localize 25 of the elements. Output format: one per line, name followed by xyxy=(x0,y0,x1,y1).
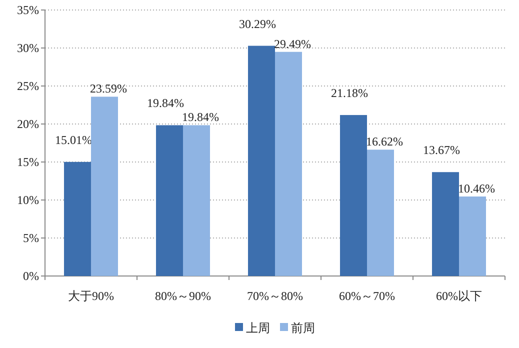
ytick: 35% xyxy=(17,3,39,17)
value-label: 13.67% xyxy=(423,143,460,158)
ytick: 10% xyxy=(17,193,39,207)
ytick: 20% xyxy=(17,117,39,131)
value-label: 23.59% xyxy=(90,82,127,96)
xtick: 80%～90% xyxy=(155,289,211,303)
xtick: 60%以下 xyxy=(436,289,482,303)
legend-label: 上周 xyxy=(246,321,270,335)
value-label: 15.01% xyxy=(55,132,92,147)
xtick: 60%～70% xyxy=(339,289,395,303)
value-label: 10.46% xyxy=(458,182,495,196)
value-label: 29.49% xyxy=(274,36,311,51)
value-label: 21.18% xyxy=(331,86,368,100)
ytick: 30% xyxy=(17,41,39,55)
value-label: 19.84% xyxy=(182,110,219,124)
ytick: 15% xyxy=(17,155,39,169)
legend-label: 前周 xyxy=(291,321,315,335)
value-label: 30.29% xyxy=(239,16,276,31)
value-label: 19.84% xyxy=(147,96,184,110)
ytick: 25% xyxy=(17,79,39,93)
value-label: 16.62% xyxy=(366,134,403,149)
ytick: 0% xyxy=(23,269,39,283)
xtick: 70%～80% xyxy=(247,289,303,303)
ytick: 5% xyxy=(23,231,39,245)
xtick: 大于90% xyxy=(68,289,114,303)
